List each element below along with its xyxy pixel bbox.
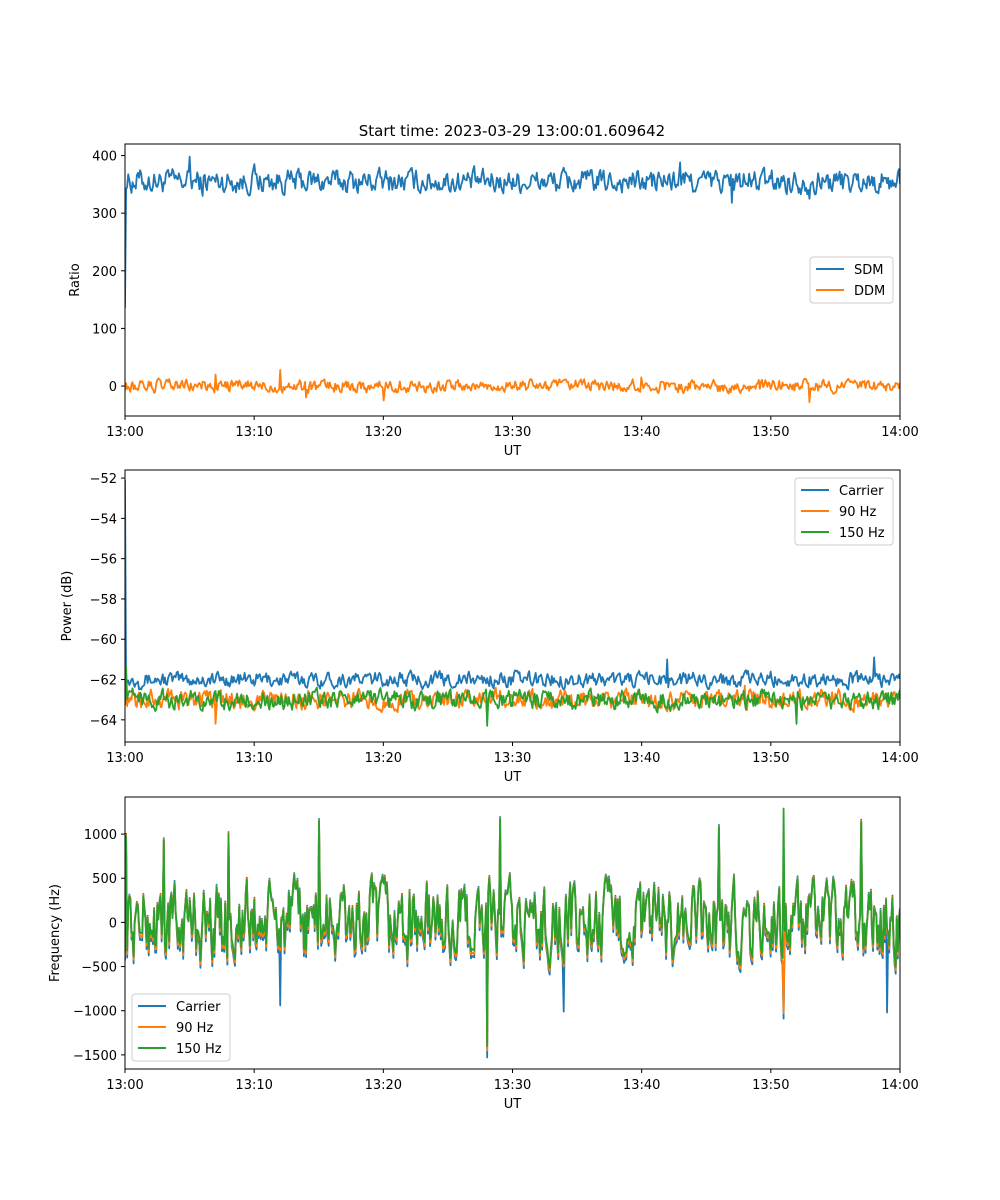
y-tick-label: 0 [109, 380, 117, 395]
x-tick-label: 13:20 [365, 425, 402, 440]
y-tick-label: −60 [90, 633, 117, 648]
series-line-carrier [125, 480, 900, 691]
x-tick-label: 13:10 [235, 425, 272, 440]
series-line-150-hz [125, 664, 900, 727]
series-line-ddm [125, 368, 900, 404]
x-tick-label: 13:00 [106, 425, 143, 440]
x-tick-label: 13:40 [623, 425, 660, 440]
y-tick-label: −52 [90, 472, 117, 487]
y-tick-label: −58 [90, 593, 117, 608]
x-tick-label: 13:30 [494, 1078, 531, 1093]
legend-entry-label: 90 Hz [839, 505, 876, 520]
legend-entry-label: 150 Hz [839, 526, 885, 541]
y-tick-label: −500 [81, 961, 117, 976]
y-tick-label: −1000 [73, 1005, 117, 1020]
y-tick-label: 0 [109, 916, 117, 931]
x-tick-label: 14:00 [881, 1078, 918, 1093]
x-tick-label: 14:00 [881, 751, 918, 766]
x-tick-label: 13:00 [106, 1078, 143, 1093]
chart-title: Start time: 2023-03-29 13:00:01.609642 [359, 122, 665, 140]
y-tick-label: 200 [92, 265, 117, 280]
y-axis-label: Frequency (Hz) [48, 884, 63, 982]
x-axis-label: UT [504, 444, 522, 459]
x-tick-label: 13:10 [235, 751, 272, 766]
legend-entry-label: 90 Hz [176, 1021, 213, 1036]
legend-entry-label: SDM [854, 263, 883, 278]
series-line-150-hz [125, 807, 900, 1047]
legend-entry-label: 150 Hz [176, 1042, 222, 1057]
y-tick-label: 100 [92, 322, 117, 337]
legend-entry-label: Carrier [176, 1000, 221, 1015]
subplot-panels: 13:00 13:10 13:20 13:30 13:40 13:50 14:00 0 100 2… [48, 143, 919, 1112]
y-tick-label: 500 [92, 872, 117, 887]
x-tick-label: 13:40 [623, 751, 660, 766]
y-tick-label: 1000 [84, 828, 117, 843]
legend-entry-label: Carrier [839, 484, 884, 499]
subplot-3: 13:00 13:10 13:20 13:30 13:40 13:50 14:00 −1500… [48, 796, 919, 1112]
legend: SDM DDM [809, 256, 894, 304]
y-axis-label: Ratio [68, 263, 83, 296]
x-tick-label: 13:40 [623, 1078, 660, 1093]
y-tick-label: 400 [92, 150, 117, 165]
y-axis-label: Power (dB) [60, 571, 75, 642]
x-tick-label: 13:50 [752, 751, 789, 766]
y-tick-label: −54 [90, 512, 117, 527]
subplot-1: 13:00 13:10 13:20 13:30 13:40 13:50 14:00 0 100 2… [68, 143, 919, 459]
x-tick-label: 13:30 [494, 751, 531, 766]
y-tick-label: −62 [90, 674, 117, 689]
x-tick-label: 13:10 [235, 1078, 272, 1093]
x-axis-label: UT [504, 1097, 522, 1112]
x-tick-label: 14:00 [881, 425, 918, 440]
legend-box [794, 477, 894, 546]
y-tick-label: −1500 [73, 1049, 117, 1064]
x-tick-label: 13:50 [752, 1078, 789, 1093]
legend-entry-label: DDM [854, 284, 885, 299]
y-tick-label: 300 [92, 207, 117, 222]
legend: Carrier 90 Hz 150 Hz [131, 993, 231, 1062]
x-tick-label: 13:20 [365, 1078, 402, 1093]
x-tick-label: 13:30 [494, 425, 531, 440]
y-tick-label: −56 [90, 553, 117, 568]
y-tick-label: −64 [90, 714, 117, 729]
series-line-sdm [125, 155, 900, 309]
x-axis-label: UT [504, 770, 522, 785]
legend-box [131, 993, 231, 1062]
x-tick-label: 13:20 [365, 751, 402, 766]
x-tick-label: 13:50 [752, 425, 789, 440]
x-tick-label: 13:00 [106, 751, 143, 766]
legend: Carrier 90 Hz 150 Hz [794, 477, 894, 546]
subplot-2: 13:00 13:10 13:20 13:30 13:40 13:50 14:00 −64 −6… [60, 469, 919, 785]
